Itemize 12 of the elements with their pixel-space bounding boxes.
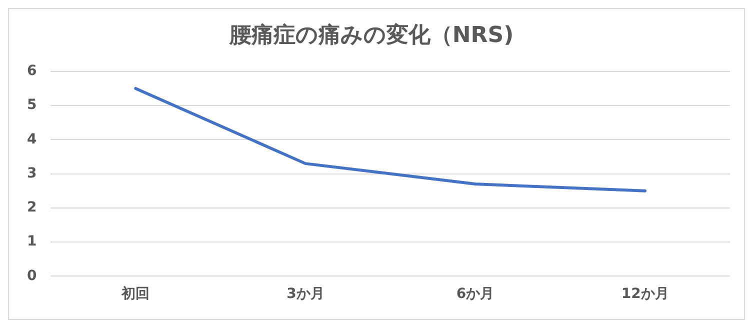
x-tick-label: 12か月 <box>621 286 669 302</box>
y-tick-label: 4 <box>26 131 37 148</box>
x-tick-label: 初回 <box>120 285 150 302</box>
y-tick-label: 5 <box>26 97 37 114</box>
y-tick-label: 2 <box>26 200 37 216</box>
chart-title: 腰痛症の痛みの変化（NRS) <box>228 22 514 48</box>
y-tick-label: 0 <box>26 268 37 284</box>
x-tick-label: 6か月 <box>456 286 494 302</box>
y-tick-label: 1 <box>26 234 37 250</box>
y-tick-label: 3 <box>26 165 37 182</box>
y-tick-label: 6 <box>26 63 37 80</box>
x-tick-label: 3か月 <box>286 286 324 302</box>
